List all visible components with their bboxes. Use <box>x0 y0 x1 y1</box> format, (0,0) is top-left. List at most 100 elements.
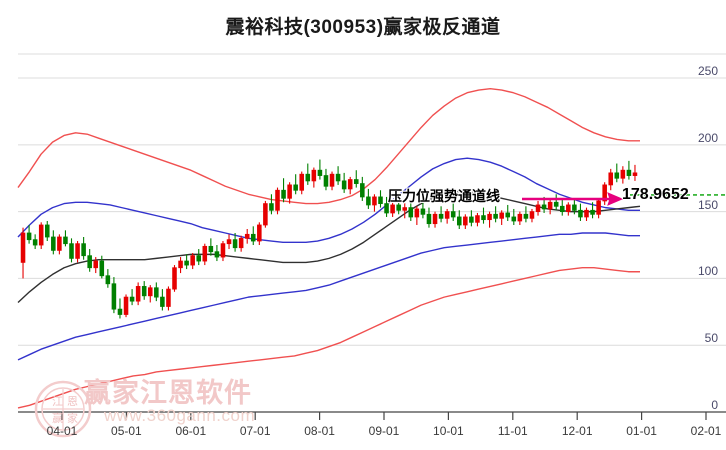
x-axis-tick-label: 04-01 <box>46 424 78 438</box>
candle-body <box>541 204 547 210</box>
candle-body <box>626 169 632 176</box>
candle-body <box>87 255 92 269</box>
candle-body <box>408 207 414 218</box>
candle-body <box>444 211 450 219</box>
candle-body <box>99 260 105 277</box>
annotation-arrow-head <box>607 192 624 206</box>
x-axis-tick-label: 07-01 <box>239 424 271 438</box>
candle-body <box>305 173 311 182</box>
candle-body <box>275 189 280 211</box>
series-line <box>17 190 641 303</box>
candle-body <box>517 213 523 222</box>
candle-body <box>32 239 38 246</box>
annotation-label: 压力位强势通道线 <box>388 188 500 204</box>
candle-body <box>154 287 159 298</box>
candle-body <box>493 213 498 219</box>
candle-body <box>323 175 329 187</box>
x-axis-tick-label: 06-01 <box>175 424 207 438</box>
candle-body <box>420 208 426 215</box>
candle-body <box>105 275 111 285</box>
candlestick-group <box>20 159 638 319</box>
candle-body <box>214 251 220 258</box>
candle-body <box>572 204 577 211</box>
candle-body <box>584 209 589 218</box>
candle-body <box>190 255 195 266</box>
candle-body <box>432 213 438 225</box>
candle-body <box>559 205 565 213</box>
x-axis-tick-label: 01-01 <box>626 424 657 438</box>
candle-body <box>166 288 171 307</box>
candle-body <box>44 224 50 238</box>
y-axis-tick-label: 0 <box>711 398 718 412</box>
series-line <box>17 267 640 409</box>
candle-body <box>287 184 292 199</box>
candle-body <box>620 169 626 179</box>
y-axis-tick-label: 250 <box>697 64 718 79</box>
candle-body <box>396 204 401 211</box>
candle-body <box>578 209 583 218</box>
candle-body <box>160 296 165 307</box>
candle-body <box>202 245 208 262</box>
candle-body <box>51 236 56 251</box>
candle-body <box>57 236 62 251</box>
candle-body <box>360 183 365 198</box>
candle-body <box>208 245 214 253</box>
x-axis-tick-label: 12-01 <box>561 424 593 438</box>
candle-body <box>317 169 323 176</box>
candle-body <box>499 212 504 219</box>
candle-body <box>632 172 638 176</box>
candle-body <box>129 296 135 302</box>
candle-body <box>20 232 26 263</box>
x-axis-tick-label: 10-01 <box>433 424 464 438</box>
candle-body <box>590 209 595 215</box>
candle-body <box>299 173 305 191</box>
candle-body <box>147 287 153 297</box>
x-axis-tick-label: 09-01 <box>368 424 400 438</box>
candle-body <box>281 189 286 199</box>
candle-body <box>475 215 480 223</box>
candle-body <box>505 212 511 218</box>
candle-body <box>311 169 317 182</box>
candle-body <box>487 213 492 221</box>
candle-body <box>529 211 535 219</box>
candle-body <box>26 232 32 241</box>
price-level-label: 178.9652 <box>622 186 689 203</box>
candle-body <box>93 260 99 269</box>
candle-body <box>384 203 389 214</box>
x-axis-tick-label: 05-01 <box>111 424 142 438</box>
candle-body <box>178 260 183 269</box>
candle-body <box>608 172 614 186</box>
y-axis-tick-label: 100 <box>697 264 718 279</box>
candle-body <box>263 203 268 226</box>
candle-body <box>426 213 432 225</box>
candle-body <box>553 201 559 207</box>
candle-body <box>232 239 238 249</box>
series-line <box>17 88 640 205</box>
page-title: 震裕科技(300953)赢家极反通道 <box>225 17 501 38</box>
candle-body <box>614 172 620 179</box>
candle-body <box>184 260 189 266</box>
candle-body <box>226 239 232 245</box>
candle-body <box>293 184 298 191</box>
candle-body <box>523 213 529 219</box>
candle-body <box>390 204 395 214</box>
candle-body <box>75 243 80 259</box>
candle-body <box>566 204 571 213</box>
candle-body <box>63 236 68 245</box>
candle-body <box>372 196 377 206</box>
candle-body <box>244 233 250 239</box>
x-axis-tick-label: 11-01 <box>497 424 528 438</box>
candle-body <box>123 296 129 315</box>
candle-body <box>481 215 486 221</box>
candle-body <box>257 224 262 242</box>
candle-body <box>196 255 202 262</box>
candle-body <box>378 196 383 205</box>
series-line <box>17 232 640 361</box>
candle-body <box>341 180 347 190</box>
candle-body <box>38 224 44 246</box>
candle-body <box>602 184 607 202</box>
candle-body <box>269 203 274 211</box>
x-axis-tick-label: 08-01 <box>304 424 335 438</box>
